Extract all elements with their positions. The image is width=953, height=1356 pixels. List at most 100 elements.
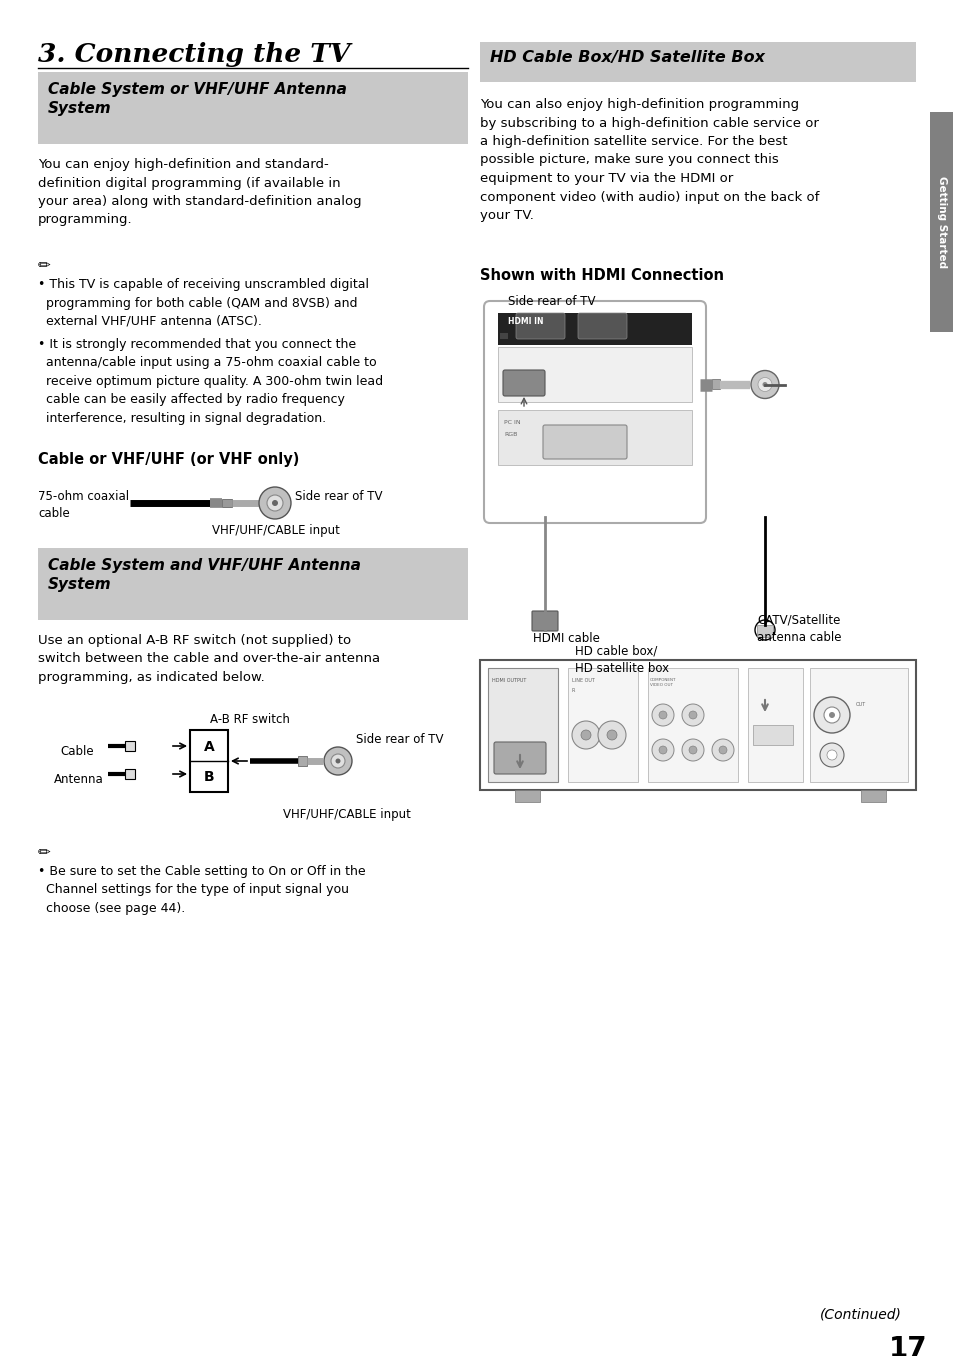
Circle shape <box>272 500 277 506</box>
Bar <box>711 380 720 389</box>
Circle shape <box>659 746 666 754</box>
Text: HD cable box/
HD satellite box: HD cable box/ HD satellite box <box>575 645 668 675</box>
Bar <box>929 113 953 332</box>
Bar <box>190 730 228 792</box>
Bar <box>297 757 307 766</box>
Text: A: A <box>203 740 214 754</box>
Text: Cable: Cable <box>60 744 93 758</box>
Circle shape <box>651 739 673 761</box>
Text: • This TV is capable of receiving unscrambled digital
  programming for both cab: • This TV is capable of receiving unscra… <box>38 278 369 328</box>
Text: HDMI cable: HDMI cable <box>533 632 599 645</box>
FancyBboxPatch shape <box>502 370 544 396</box>
FancyBboxPatch shape <box>752 725 792 744</box>
Text: 3. Connecting the TV: 3. Connecting the TV <box>38 42 350 66</box>
FancyBboxPatch shape <box>542 424 626 458</box>
Bar <box>861 791 885 801</box>
Circle shape <box>331 754 345 767</box>
Circle shape <box>711 739 733 761</box>
Text: R: R <box>572 687 575 693</box>
Text: ✏: ✏ <box>38 845 51 860</box>
Circle shape <box>267 495 283 511</box>
Text: • Be sure to set the Cable setting to On or Off in the
  Channel settings for th: • Be sure to set the Cable setting to On… <box>38 865 365 915</box>
Text: VHF/UHF/CABLE input: VHF/UHF/CABLE input <box>212 523 339 537</box>
Circle shape <box>750 370 779 399</box>
Text: Shown with HDMI Connection: Shown with HDMI Connection <box>479 268 723 283</box>
Text: COMPONENT
VIDEO OUT: COMPONENT VIDEO OUT <box>649 678 676 687</box>
Bar <box>647 669 738 782</box>
Circle shape <box>826 750 836 759</box>
Text: CATV/Satellite
antenna cable: CATV/Satellite antenna cable <box>757 614 841 644</box>
Circle shape <box>758 377 771 392</box>
Circle shape <box>258 487 291 519</box>
Text: HDMI OUTPUT: HDMI OUTPUT <box>492 678 526 683</box>
FancyBboxPatch shape <box>494 742 545 774</box>
FancyBboxPatch shape <box>578 313 626 339</box>
Circle shape <box>813 697 849 734</box>
Text: Side rear of TV: Side rear of TV <box>507 296 595 308</box>
FancyBboxPatch shape <box>532 612 558 631</box>
Text: VHF/UHF/CABLE input: VHF/UHF/CABLE input <box>283 808 411 820</box>
Circle shape <box>760 626 768 635</box>
Circle shape <box>761 382 767 386</box>
Bar <box>125 740 135 751</box>
Bar <box>567 669 638 782</box>
Text: HD Cable Box/HD Satellite Box: HD Cable Box/HD Satellite Box <box>490 50 764 65</box>
Circle shape <box>606 730 617 740</box>
Text: You can also enjoy high-definition programming
by subscribing to a high-definiti: You can also enjoy high-definition progr… <box>479 98 819 222</box>
Bar <box>747 669 802 782</box>
Circle shape <box>324 747 352 776</box>
Text: Cable System and VHF/UHF Antenna
System: Cable System and VHF/UHF Antenna System <box>48 559 360 593</box>
FancyBboxPatch shape <box>483 301 705 523</box>
Text: Getting Started: Getting Started <box>936 176 946 268</box>
Circle shape <box>754 620 774 640</box>
Circle shape <box>719 746 726 754</box>
Text: Cable System or VHF/UHF Antenna
System: Cable System or VHF/UHF Antenna System <box>48 81 347 117</box>
Text: 75-ohm coaxial
cable: 75-ohm coaxial cable <box>38 490 129 519</box>
Text: Cable or VHF/UHF (or VHF only): Cable or VHF/UHF (or VHF only) <box>38 452 299 466</box>
Bar <box>479 660 915 791</box>
Circle shape <box>688 746 697 754</box>
Text: A-B RF switch: A-B RF switch <box>210 713 290 725</box>
Text: PC IN: PC IN <box>503 420 520 424</box>
Circle shape <box>651 704 673 725</box>
Bar <box>515 791 539 801</box>
Text: You can enjoy high-definition and standard-
definition digital programming (if a: You can enjoy high-definition and standa… <box>38 159 361 226</box>
Bar <box>488 669 558 782</box>
Bar <box>497 410 691 465</box>
Text: 17: 17 <box>888 1336 926 1356</box>
Bar <box>497 347 691 401</box>
Bar <box>125 769 135 778</box>
Text: • It is strongly recommended that you connect the
  antenna/cable input using a : • It is strongly recommended that you co… <box>38 338 383 424</box>
Bar <box>38 72 468 144</box>
Circle shape <box>335 758 340 763</box>
Bar <box>38 548 468 620</box>
Text: (Continued): (Continued) <box>820 1309 901 1322</box>
Text: Side rear of TV: Side rear of TV <box>294 490 382 503</box>
Text: RGB: RGB <box>503 433 517 437</box>
Text: ✏: ✏ <box>38 258 51 273</box>
Circle shape <box>828 712 834 717</box>
Text: OUT: OUT <box>855 702 865 706</box>
Circle shape <box>572 721 599 749</box>
Text: HDMI IN: HDMI IN <box>507 317 543 325</box>
Text: Side rear of TV: Side rear of TV <box>355 734 443 746</box>
Circle shape <box>681 739 703 761</box>
Text: LINE OUT: LINE OUT <box>572 678 595 683</box>
Circle shape <box>580 730 590 740</box>
Circle shape <box>820 743 843 767</box>
Circle shape <box>659 711 666 719</box>
Bar <box>222 499 232 507</box>
Circle shape <box>598 721 625 749</box>
Text: B: B <box>204 770 214 784</box>
Bar <box>497 313 691 344</box>
Text: Use an optional A-B RF switch (not supplied) to
switch between the cable and ove: Use an optional A-B RF switch (not suppl… <box>38 635 379 683</box>
Bar <box>757 625 772 637</box>
Bar <box>499 334 507 339</box>
Circle shape <box>688 711 697 719</box>
Text: Antenna: Antenna <box>54 773 104 786</box>
Bar <box>809 669 907 782</box>
Circle shape <box>681 704 703 725</box>
Circle shape <box>823 706 840 723</box>
Bar <box>479 42 915 81</box>
FancyBboxPatch shape <box>516 313 564 339</box>
